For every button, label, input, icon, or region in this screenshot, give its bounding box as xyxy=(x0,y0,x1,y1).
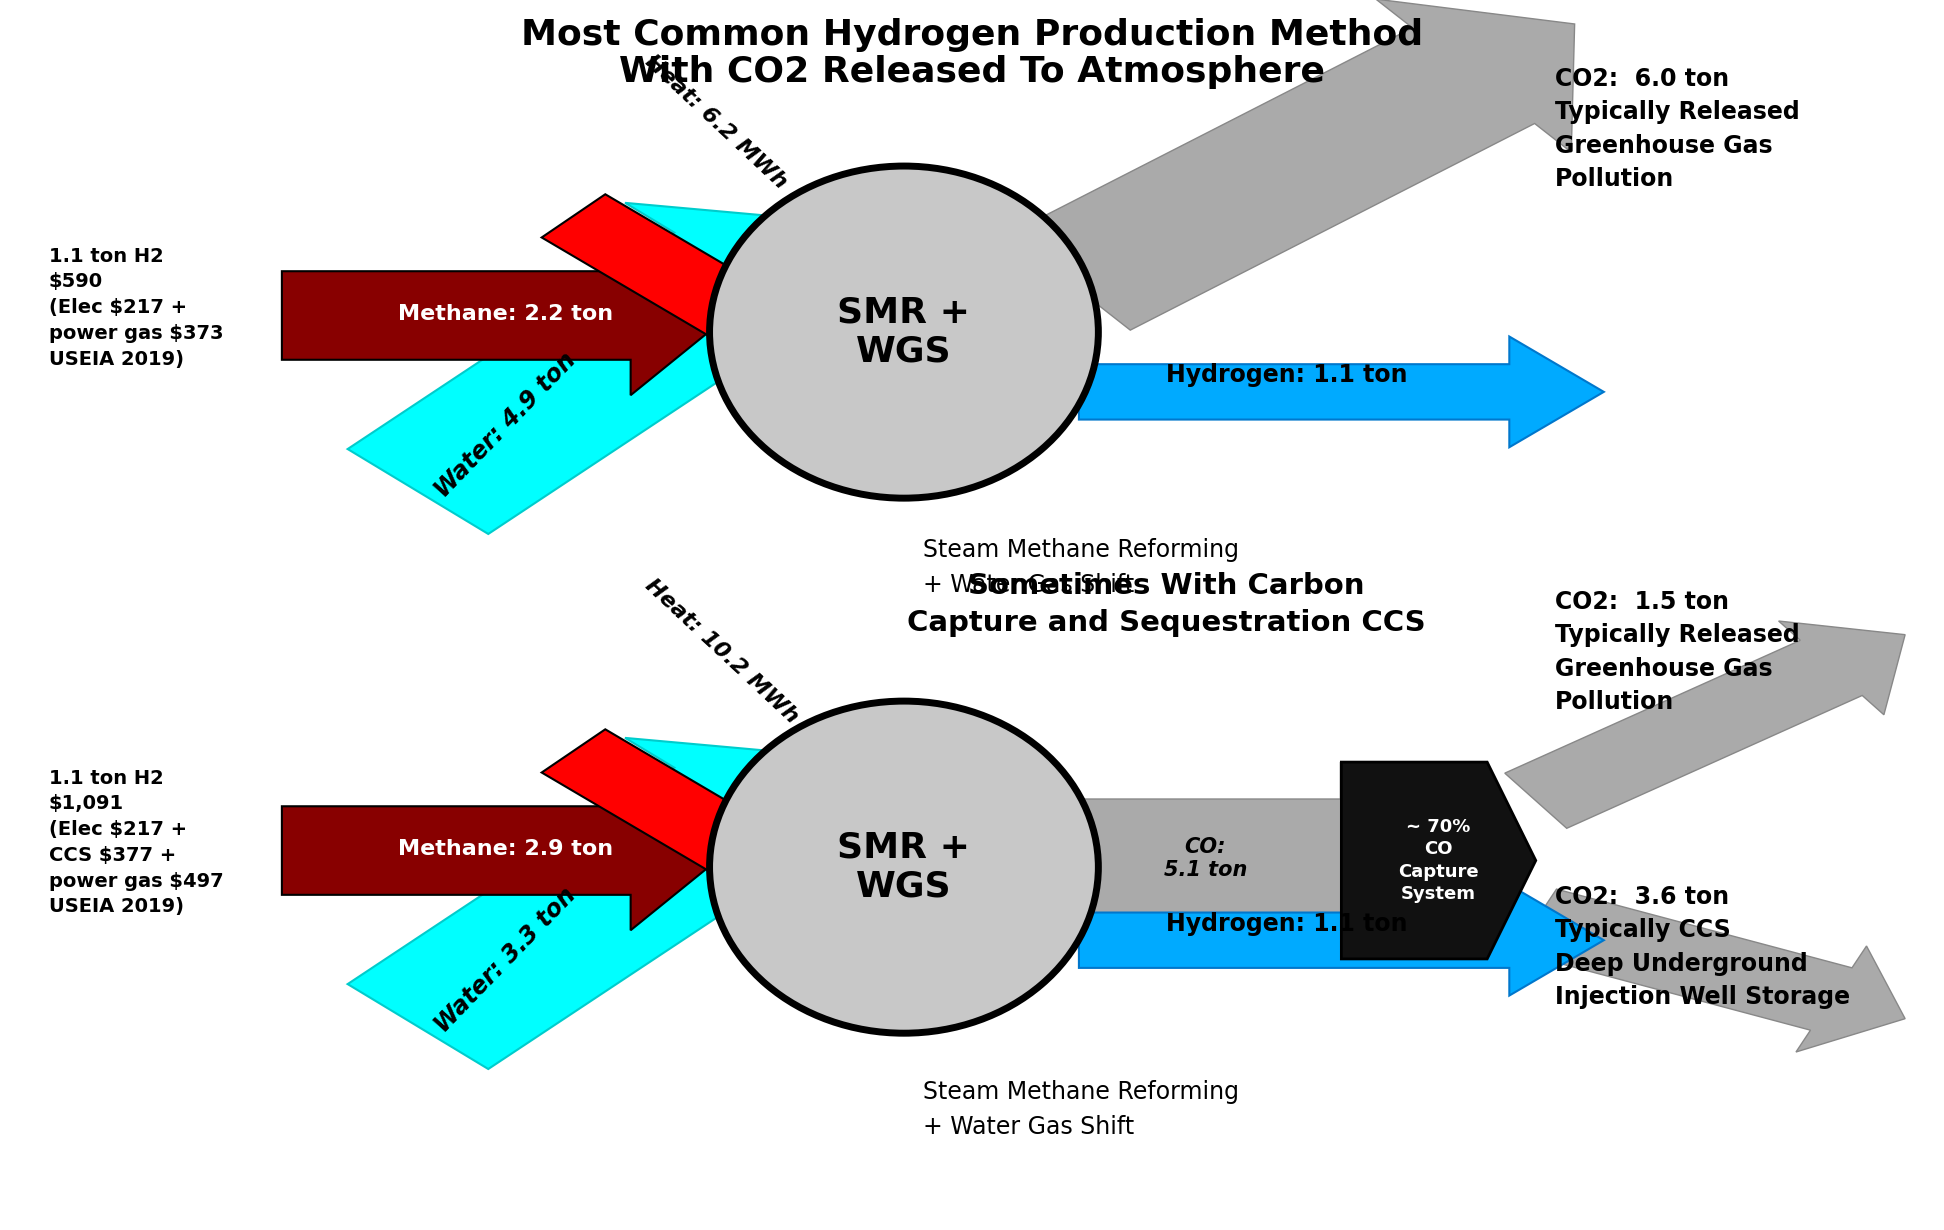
Text: Steam Methane Reforming
+ Water Gas Shift: Steam Methane Reforming + Water Gas Shif… xyxy=(923,1080,1240,1139)
Polygon shape xyxy=(1009,0,1575,330)
Text: Methane: 2.9 ton: Methane: 2.9 ton xyxy=(399,839,612,859)
Text: Water: 4.9 ton: Water: 4.9 ton xyxy=(430,348,581,502)
Text: CO2:  3.6 ton
Typically CCS
Deep Underground
Injection Well Storage: CO2: 3.6 ton Typically CCS Deep Undergro… xyxy=(1555,884,1851,1010)
Text: With CO2 Released To Atmosphere: With CO2 Released To Atmosphere xyxy=(618,55,1326,90)
Text: CO:
5.1 ton: CO: 5.1 ton xyxy=(1164,838,1246,881)
Polygon shape xyxy=(1341,763,1536,959)
Ellipse shape xyxy=(710,701,1098,1033)
Polygon shape xyxy=(348,738,863,1069)
Text: Hydrogen: 1.1 ton: Hydrogen: 1.1 ton xyxy=(1166,911,1407,936)
Text: Heat: 10.2 MWh: Heat: 10.2 MWh xyxy=(642,576,803,728)
Text: ~ 70%
CO
Capture
System: ~ 70% CO Capture System xyxy=(1398,818,1479,903)
Polygon shape xyxy=(1514,889,1905,1052)
Text: Hydrogen: 1.1 ton: Hydrogen: 1.1 ton xyxy=(1166,363,1407,387)
Text: 1.1 ton H2
$590
(Elec $217 +
power gas $373
USEIA 2019): 1.1 ton H2 $590 (Elec $217 + power gas $… xyxy=(49,246,224,369)
Polygon shape xyxy=(1079,884,1604,995)
Polygon shape xyxy=(282,771,729,930)
Polygon shape xyxy=(542,194,855,381)
Polygon shape xyxy=(1079,337,1604,448)
Text: Steam Methane Reforming
+ Water Gas Shift: Steam Methane Reforming + Water Gas Shif… xyxy=(923,538,1240,598)
Text: Most Common Hydrogen Production Method: Most Common Hydrogen Production Method xyxy=(521,18,1423,53)
Text: Sometimes With Carbon: Sometimes With Carbon xyxy=(968,572,1365,600)
Text: Capture and Sequestration CCS: Capture and Sequestration CCS xyxy=(908,609,1425,637)
Polygon shape xyxy=(542,729,855,918)
Text: 1.1 ton H2
$1,091
(Elec $217 +
CCS $377 +
power gas $497
USEIA 2019): 1.1 ton H2 $1,091 (Elec $217 + CCS $377 … xyxy=(49,769,224,916)
Text: CO2:  1.5 ton
Typically Released
Greenhouse Gas
Pollution: CO2: 1.5 ton Typically Released Greenhou… xyxy=(1555,589,1800,715)
Text: SMR +
WGS: SMR + WGS xyxy=(838,830,970,904)
Ellipse shape xyxy=(710,166,1098,498)
Text: Water: 3.3 ton: Water: 3.3 ton xyxy=(430,883,581,1037)
Polygon shape xyxy=(348,203,863,534)
Text: CO2:  6.0 ton
Typically Released
Greenhouse Gas
Pollution: CO2: 6.0 ton Typically Released Greenhou… xyxy=(1555,66,1800,192)
Text: Methane: 2.2 ton: Methane: 2.2 ton xyxy=(399,304,612,323)
Text: SMR +
WGS: SMR + WGS xyxy=(838,295,970,369)
Polygon shape xyxy=(1505,621,1905,828)
Polygon shape xyxy=(1075,763,1415,959)
Text: Heat: 6.2 MWh: Heat: 6.2 MWh xyxy=(642,52,791,193)
Polygon shape xyxy=(282,236,729,395)
